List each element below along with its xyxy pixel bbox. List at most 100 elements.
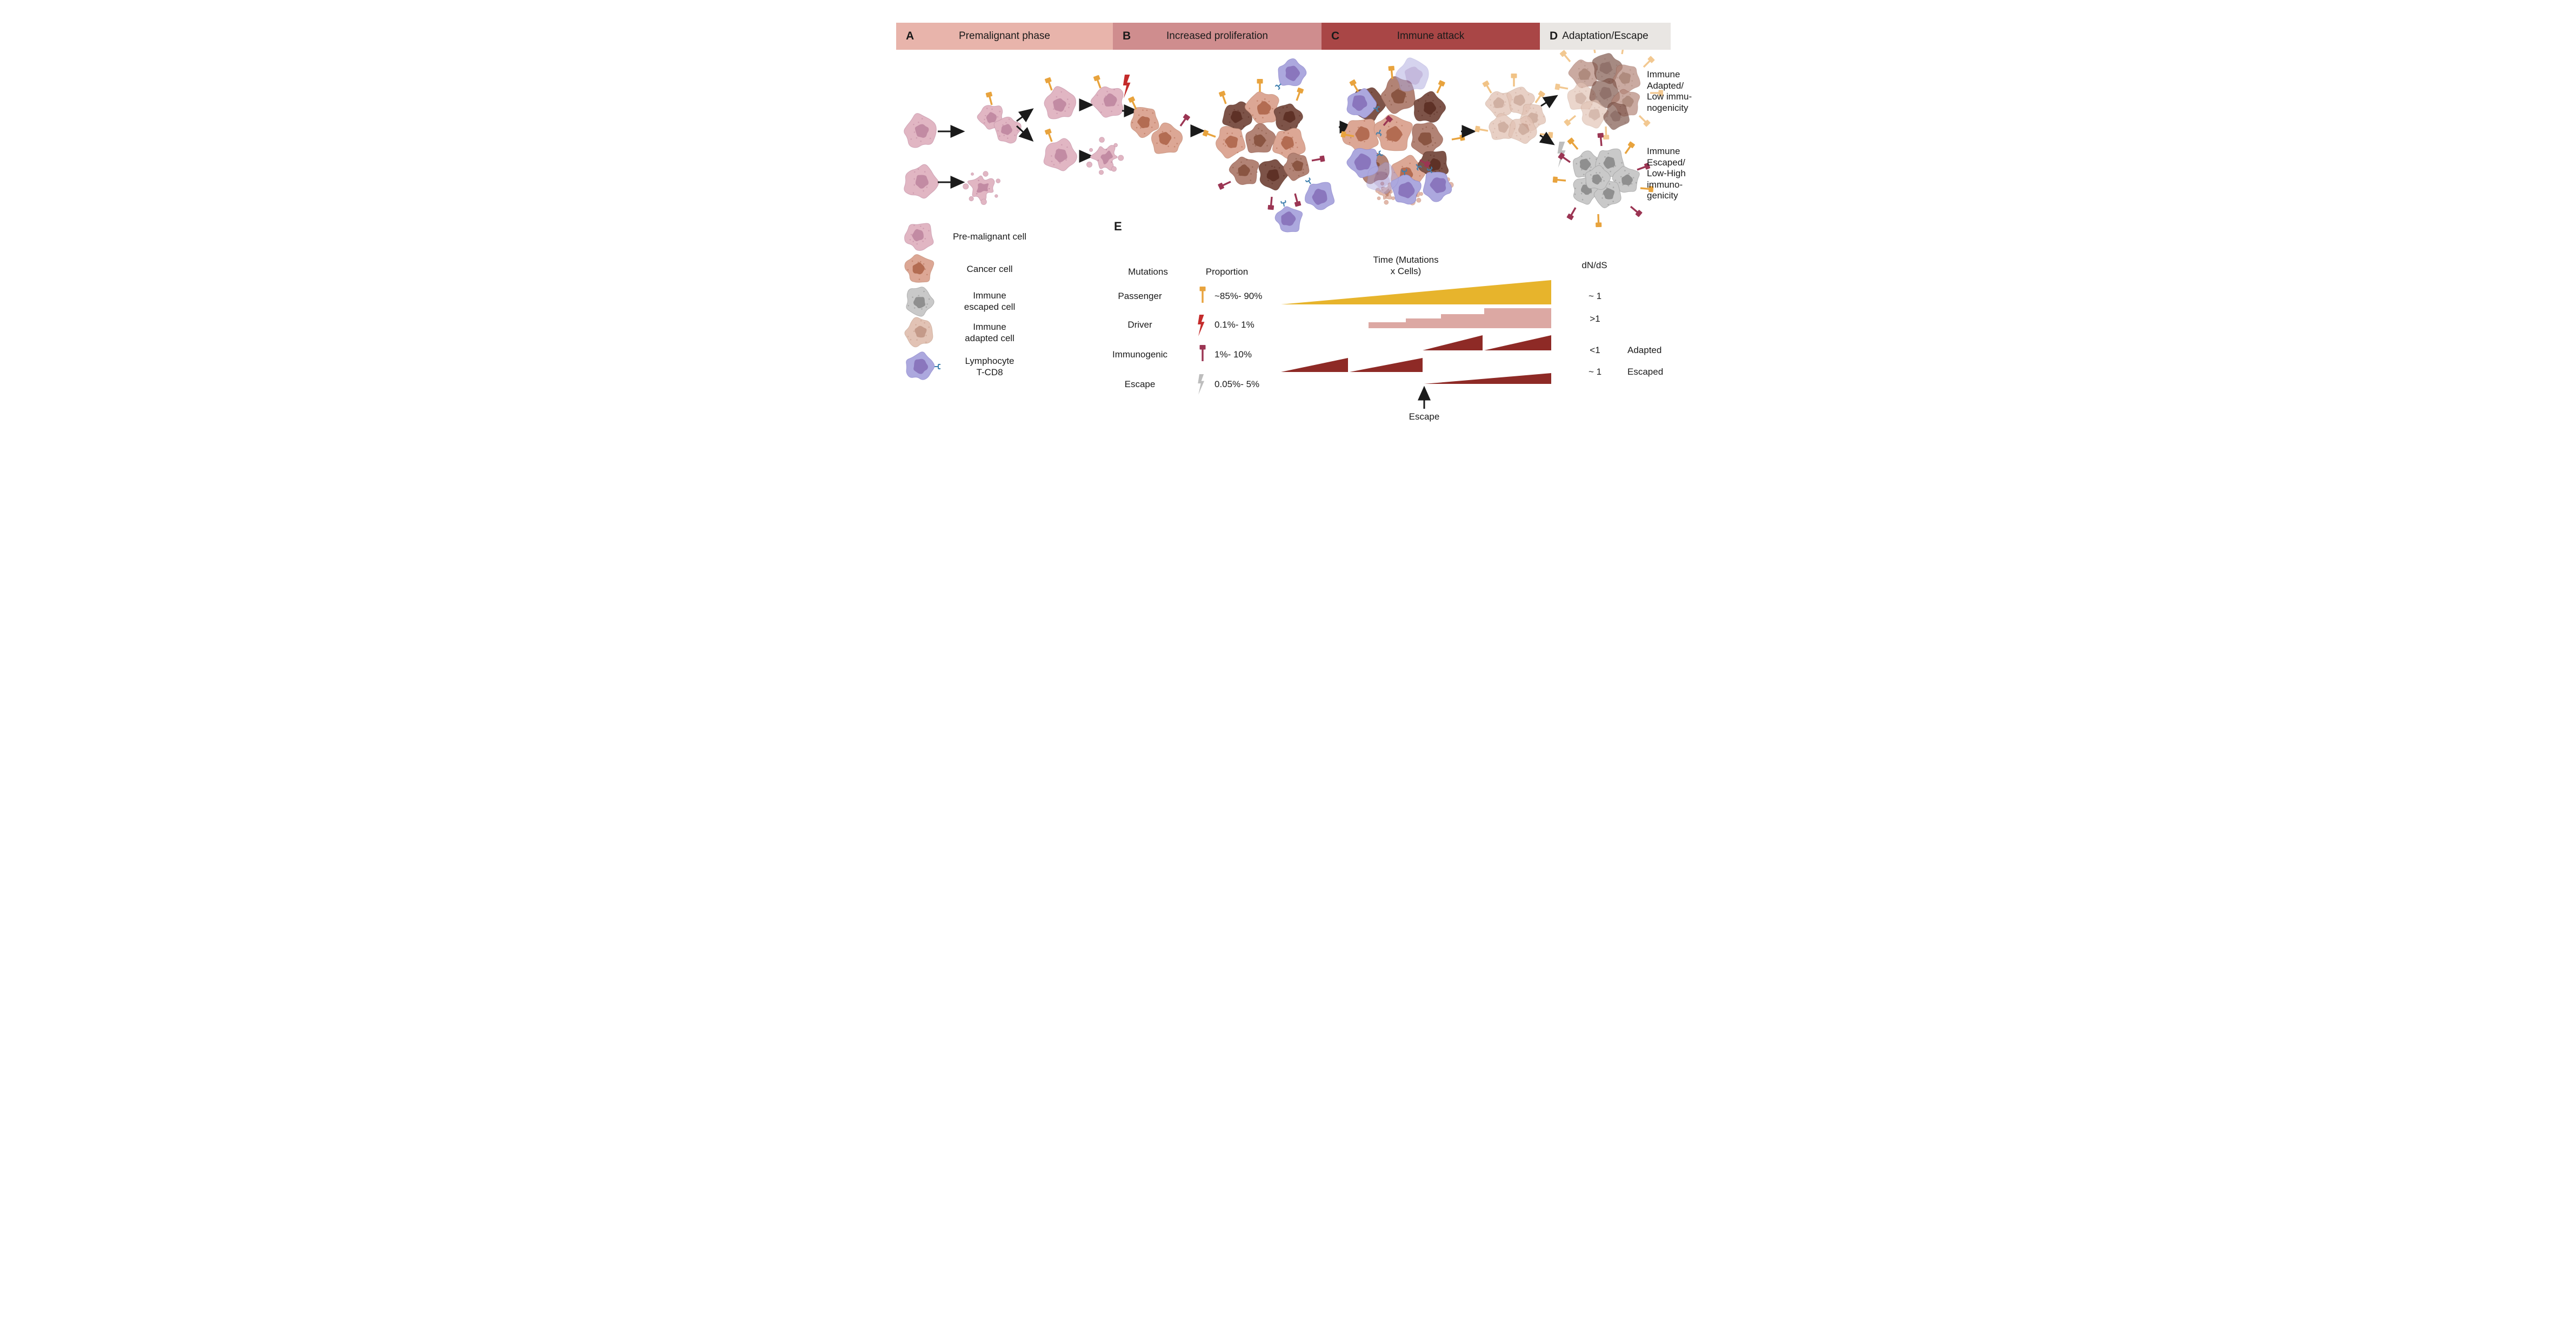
immunogenic-sawtooth-pre-escape (1281, 358, 1348, 372)
cancer-cell (1151, 122, 1183, 154)
pre-malignant-cell (904, 164, 939, 199)
text-line: immuno- (1647, 179, 1683, 190)
text-line: Low immu- (1647, 91, 1692, 102)
mutation-name: Escape (1124, 379, 1156, 389)
immunogenic-sawtooth-adapted (1423, 335, 1483, 350)
passenger-antigen-icon (1640, 185, 1654, 192)
mutation-proportion: 0.1%- 1% (1214, 320, 1254, 330)
passenger-pin-icon (1199, 287, 1206, 303)
outcome-escaped-label: Immune Escaped/Low-High immuno-genicity (1647, 146, 1704, 202)
legend-immune-escaped-cell-icon (906, 287, 935, 317)
dnds-value: ~ 1 (1588, 367, 1602, 377)
text-line: x Cells) (1390, 266, 1422, 276)
phase-section-b: B Increased proliferation (1113, 23, 1322, 50)
mutation-proportion: 1%- 10% (1214, 349, 1252, 360)
passenger-accumulation-triangle (1281, 280, 1551, 304)
passenger-antigen-icon (1511, 74, 1517, 87)
passenger-antigen-icon (1093, 75, 1102, 89)
immune-escaped-cell (1585, 165, 1611, 190)
passenger-antigen-icon (1638, 115, 1651, 127)
panel-e-letter: E (1114, 220, 1122, 233)
phase-section-d: D Adaptation/Escape (1540, 23, 1671, 50)
phase-label: Adaptation/Escape (1562, 30, 1649, 42)
text-line: Pre-malignant cell (952, 231, 1027, 242)
legend-pre-malignant-cell-icon (904, 223, 934, 251)
phase-letter: A (906, 30, 915, 42)
passenger-antigen-icon (1044, 77, 1053, 91)
passenger-antigen-icon (1603, 126, 1610, 140)
passenger-antigen-icon (1340, 131, 1354, 138)
figure-artwork (904, 39, 1663, 409)
driver-mutation-lightning-icon (1123, 75, 1131, 99)
dnds-value: <1 (1590, 345, 1600, 355)
tumor-cell (1283, 152, 1310, 181)
tcr-receptor-icon (1305, 177, 1311, 184)
mutation-proportion: 0.05%- 5% (1214, 379, 1260, 389)
tumor-cell (1216, 126, 1246, 159)
immunogenic-antigen-icon (1179, 114, 1190, 127)
passenger-antigen-icon (1482, 80, 1492, 94)
dnds-note: Adapted (1627, 345, 1662, 355)
passenger-antigen-icon (1044, 128, 1053, 142)
immunogenic-antigen-icon (1637, 162, 1651, 171)
tcr-receptor-icon (1376, 150, 1384, 156)
apoptotic-cell (1086, 137, 1124, 175)
immunogenic-antigen-icon (1566, 207, 1577, 221)
immunogenic-antigen-icon (1267, 196, 1274, 210)
branch-arrow-escaped (1539, 131, 1555, 145)
passenger-antigen-icon (985, 91, 993, 105)
lymphocyte-infiltrating (1395, 57, 1429, 92)
mutation-proportion: ~85%- 90% (1214, 291, 1263, 301)
tumor-cell (1272, 128, 1306, 160)
text-line: Immune (973, 322, 1006, 332)
phase-letter: C (1331, 30, 1340, 42)
flow-arrow (1016, 108, 1034, 123)
passenger-antigen-icon (1451, 134, 1465, 141)
tcr-receptor-icon (935, 364, 940, 369)
immunogenic-sawtooth-adapted (1484, 335, 1551, 350)
immune-adapted-tumor-cell (1603, 102, 1630, 130)
tcr-receptor-icon (1274, 83, 1282, 90)
phase-header-bar: A Premalignant phase B Increased proliferat… (896, 23, 1671, 50)
lymphocyte-t-cd8 (1423, 171, 1452, 202)
outcome-adapted-label: Immune Adapted/Low immu-nogenicity (1647, 69, 1704, 114)
tumor-cell-under-attack (1413, 91, 1446, 123)
flow-arrow (1016, 125, 1034, 142)
escaped-growth-triangle (1424, 373, 1551, 384)
passenger-antigen-icon (1436, 80, 1445, 94)
passenger-antigen-icon (1643, 56, 1655, 68)
phase-label: Immune attack (1397, 30, 1465, 42)
legend-lymphocyte-icon (906, 351, 935, 380)
immunogenic-antigen-icon (1218, 181, 1231, 190)
tumor-cell (1222, 101, 1252, 131)
immunogenic-antigen-icon (1419, 159, 1431, 168)
time-axis-label: Time (Mutations x Cells) (1347, 254, 1464, 277)
text-line: nogenicity (1647, 102, 1689, 113)
dnds-value: >1 (1590, 314, 1600, 324)
tcr-receptor-icon (1373, 106, 1380, 112)
driver-lightning-icon (1198, 315, 1205, 336)
pre-malignant-cell-passenger (1043, 138, 1077, 171)
tumor-cell (1244, 91, 1279, 124)
dnds-note: Escaped (1627, 367, 1664, 377)
immune-adapted-cell (1508, 115, 1537, 144)
text-line: Low-High (1647, 168, 1686, 178)
passenger-antigen-icon (1624, 141, 1635, 154)
lymphocyte-t-cd8 (1304, 182, 1335, 210)
passenger-antigen-icon (1218, 90, 1227, 104)
immune-adapted-tumor-cell (1580, 99, 1609, 129)
branch-arrow-adapted (1540, 95, 1558, 109)
figure-canvas: A Premalignant phase B Increased proliferat… (872, 0, 1704, 427)
lymphocyte-t-cd8 (1390, 174, 1422, 205)
text-line: Time (Mutations (1373, 255, 1439, 265)
passenger-antigen-icon (1559, 50, 1571, 63)
tcr-receptor-icon (1402, 169, 1407, 176)
immune-adapted-tumor-cell (1612, 64, 1641, 95)
passenger-antigen-icon (1534, 90, 1545, 103)
tumor-cell (1258, 159, 1289, 191)
cancer-cell (1130, 107, 1159, 138)
legend-label-pre-malignant-cell: Pre-malignant cell (936, 231, 1044, 242)
pre-malignant-cell-passenger (1044, 86, 1077, 119)
legend-cancer-cell-icon (904, 254, 935, 283)
phase-letter: D (1550, 30, 1558, 42)
